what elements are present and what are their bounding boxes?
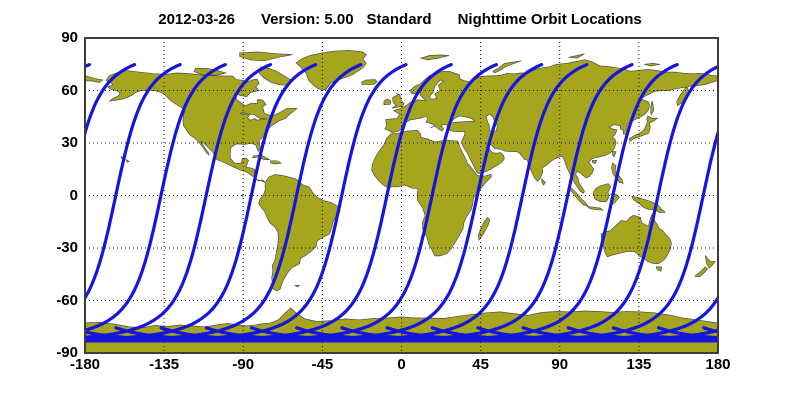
plot-border [84,37,719,354]
y-tick-label: 30 [61,134,78,151]
landmass-newSiberianIslands [644,63,661,67]
landmass-australia [600,213,672,265]
landmass-ireland [383,98,392,106]
orbit-track [85,62,182,301]
landmass-sumatra [568,185,589,207]
landmass-hawaiiBig [125,158,130,163]
landmass-chukotkaWest [85,75,104,83]
orbit-track [85,62,408,341]
landmass-iceland [361,79,378,85]
orbit-track [340,62,679,341]
landmass-philippines [611,162,624,184]
orbit-track [159,62,498,341]
landmass-madagascar [478,216,491,242]
orbit-track [85,62,227,332]
landmass-ellesmereIsland [239,51,293,62]
y-tick-label: 60 [61,81,78,99]
y-tick-label: -60 [56,291,78,309]
title-main: Nighttime Orbit Locations [457,11,642,28]
orbit-track [476,294,718,341]
orbit-track [749,65,800,339]
y-tick-label: 0 [69,186,78,204]
landmass-newGuinea [631,195,667,214]
landmass-sriLanka [541,178,546,186]
landmass-baffinIsland [258,66,294,86]
orbit-track [295,62,634,341]
orbit-track [114,62,453,341]
landmass-nzSouthIsland [693,266,708,278]
orbit-track [204,62,544,341]
water-greatLakes [239,112,268,121]
orbit-track [430,127,718,341]
landmass-taiwan [612,150,617,158]
landmass-tasmania [655,266,663,272]
title-date: 2012-03-26 [158,11,235,28]
x-tick-label: -90 [232,356,255,373]
title-standard: Standard [366,11,432,28]
water-balticSea [429,79,445,100]
orbit-track [250,62,589,341]
landmass-hispaniola [270,160,283,165]
x-tick-label: 0 [397,356,406,373]
orbit-track [85,62,318,341]
landmass-eurasia [384,59,718,194]
landmass-svalbard [419,54,450,61]
landmass-borneo [592,183,612,202]
orbit-track [85,62,273,339]
x-tick-label: -180 [69,356,101,373]
figure-title: 2012-03-26 Version: 5.00 Standard Nighttime… [0,11,800,28]
landmass-northAmerica [105,70,298,183]
orbit-track [385,64,718,341]
landmass-novayaZemlya [492,60,522,74]
orbit-tracks [85,62,800,341]
x-tick-label: 90 [551,356,569,373]
landmass-japan [628,115,659,142]
landmass-sakhalin [650,100,655,117]
orbit-track [657,326,718,340]
y-tick-label: 90 [61,29,78,46]
landmass-falklands [293,284,301,288]
orbit-track [794,65,800,339]
landmass-hainan [591,160,598,165]
landmass-nzNorthIsland [704,254,716,269]
landmass-greenland [295,49,367,90]
x-tick-label: -45 [311,356,334,373]
x-tick-label: -135 [149,356,180,373]
landmass-java [585,205,604,211]
landmass-britain [391,92,405,109]
x-tick-label: 135 [626,356,652,373]
x-tick-label: 45 [472,356,489,373]
landmass-severnayaZemlya [568,53,585,59]
orbit-track [85,62,137,139]
south-convergence-band [85,336,718,343]
x-tick-label: 180 [705,356,731,373]
plot-area [85,38,800,353]
y-tick-label: -30 [56,239,78,256]
landmasses [85,49,718,353]
y-tick-label: -90 [56,344,78,361]
title-version: Version: 5.00 [260,11,354,28]
water-blackSea [449,115,476,124]
orbit-track [85,62,363,341]
landmass-southAmerica [258,174,341,292]
